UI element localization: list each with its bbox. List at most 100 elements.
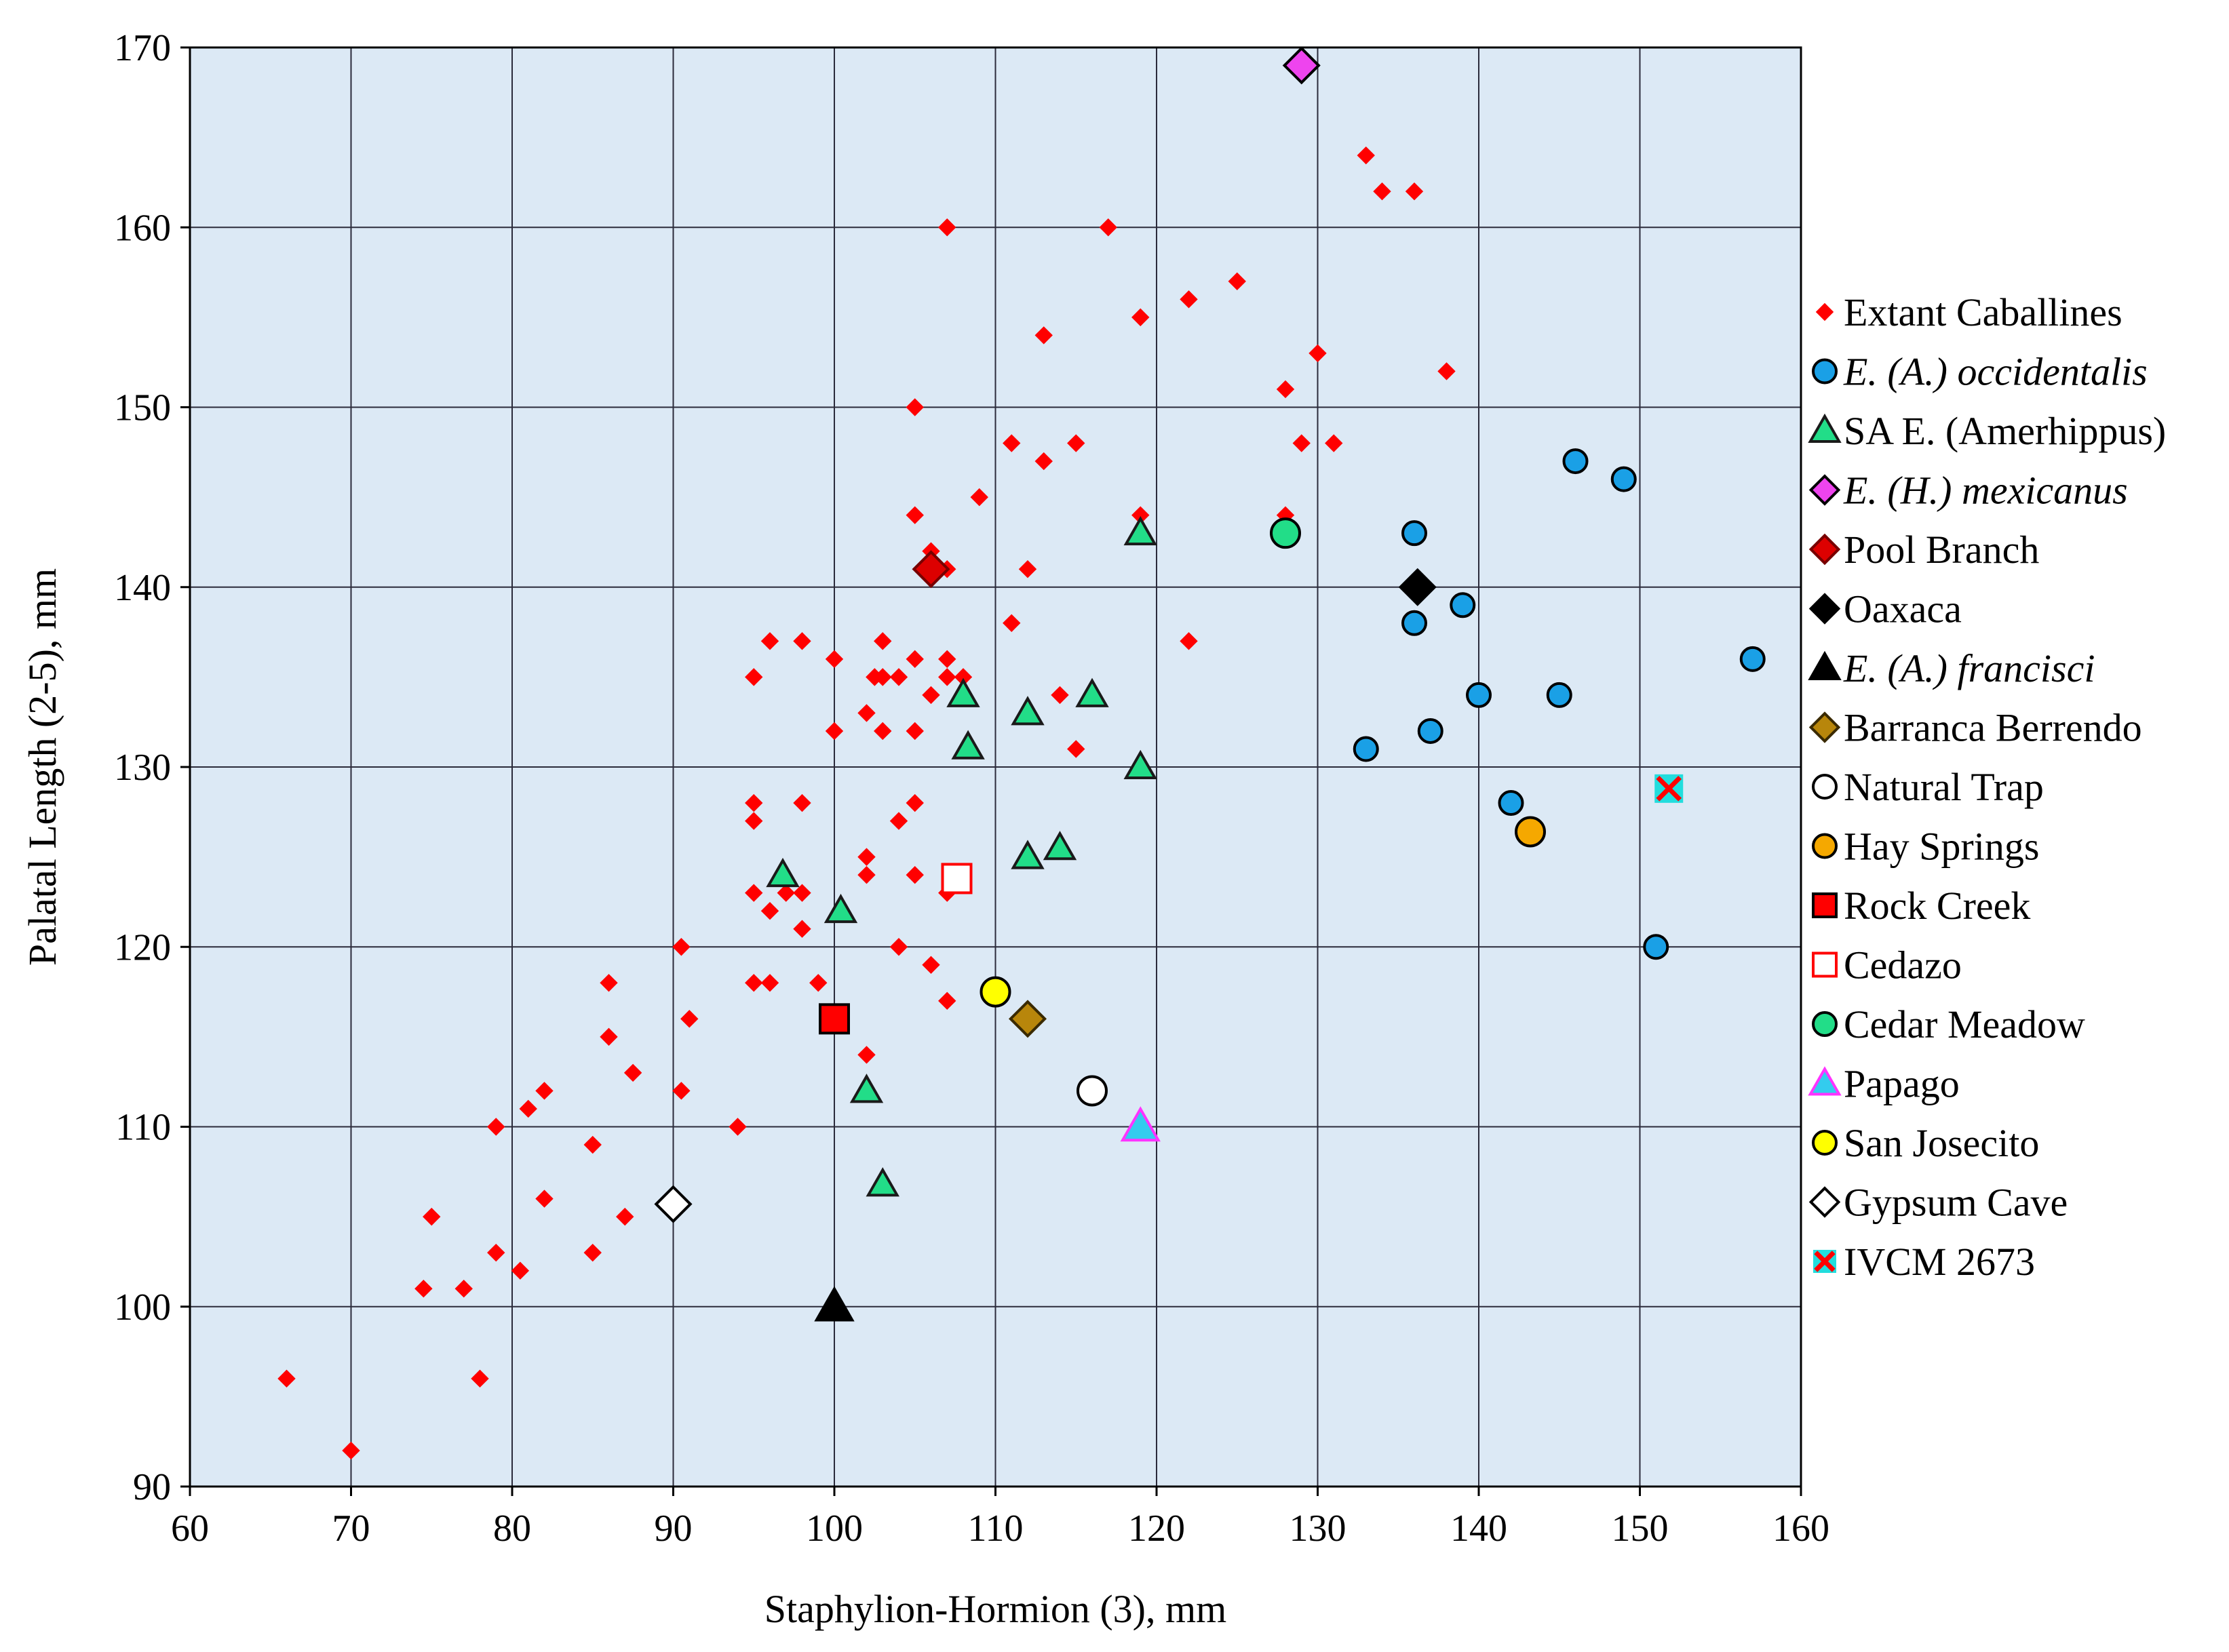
x-tick-label: 90 (655, 1508, 693, 1550)
legend-label: Pool Branch (1844, 528, 2039, 572)
y-tick-label: 140 (114, 567, 171, 609)
y-tick-label: 130 (114, 747, 171, 789)
legend-item: E. (H.) mexicanus (1808, 469, 2128, 513)
data-point (1011, 696, 1045, 726)
data-point (1373, 182, 1391, 201)
legend-label: Oaxaca (1844, 587, 1962, 631)
data-point (511, 1261, 530, 1280)
legend-item: Natural Trap (1812, 765, 2044, 809)
data-point (616, 1207, 634, 1226)
data-point (1357, 146, 1375, 165)
marker-cross-stroke (1814, 1251, 1836, 1272)
data-point (1034, 326, 1053, 345)
data-point (1282, 46, 1321, 85)
data-point (857, 704, 876, 722)
series-7 (1008, 1000, 1047, 1038)
legend-marker (1812, 951, 1838, 978)
data-point (1043, 831, 1077, 861)
data-point (1398, 568, 1437, 606)
data-point (980, 976, 1011, 1008)
data-point (623, 1063, 642, 1082)
data-point (1325, 434, 1343, 452)
data-point (414, 1280, 433, 1298)
legend-marker (1808, 593, 1841, 625)
data-point (1131, 506, 1150, 524)
series-14 (980, 976, 1011, 1008)
axis-ticks: 60 70 80 90 100 110 120 130 140 150 160 90 100 110 120… (114, 27, 1829, 1550)
y-tick-label: 170 (114, 27, 171, 69)
data-point (1405, 182, 1424, 201)
data-point (874, 632, 892, 650)
data-point (1515, 816, 1546, 848)
data-point (1498, 790, 1524, 817)
data-point (745, 793, 763, 812)
data-point (1562, 448, 1589, 475)
series-10 (819, 1003, 850, 1035)
data-point (825, 722, 844, 741)
legend-item: E. (A.) francisci (1808, 646, 2095, 690)
data-point (1546, 682, 1572, 708)
series-4 (912, 550, 950, 589)
data-point (277, 1369, 296, 1388)
data-point (823, 893, 858, 924)
data-point (946, 677, 980, 707)
legend-marker (1812, 1130, 1838, 1156)
series-11 (941, 863, 973, 894)
legend-marker (1808, 533, 1841, 566)
data-point (1353, 736, 1379, 762)
data-point (874, 668, 892, 686)
legend-item: Hay Springs (1812, 825, 2039, 869)
y-tick-label: 110 (115, 1107, 171, 1149)
data-point (849, 1074, 884, 1103)
legend-item: Cedar Meadow (1812, 1002, 2085, 1046)
data-point (519, 1099, 537, 1118)
series-16 (1654, 774, 1684, 803)
data-point (1180, 290, 1198, 309)
data-point (454, 1280, 473, 1298)
data-point (970, 488, 988, 507)
data-point (954, 668, 973, 686)
x-tick-label: 100 (806, 1508, 863, 1550)
data-point (857, 848, 876, 866)
legend-label: Rock Creek (1844, 884, 2030, 928)
data-point (906, 398, 924, 416)
legend-label: SA E. (Amerhippus) (1844, 409, 2166, 453)
data-point (1008, 1000, 1047, 1038)
x-tick-label: 160 (1772, 1508, 1829, 1550)
data-point (1034, 452, 1053, 471)
data-point (825, 650, 844, 669)
series-5 (1398, 568, 1437, 606)
data-point (487, 1118, 505, 1136)
legend-marker (1808, 1066, 1842, 1096)
legend-marker (1812, 833, 1838, 859)
data-point (600, 974, 618, 992)
data-point (1099, 218, 1117, 237)
data-point (654, 1185, 693, 1223)
x-tick-label: 140 (1450, 1508, 1507, 1550)
data-point (1003, 614, 1021, 632)
data-point (912, 550, 950, 589)
data-point (938, 991, 956, 1010)
data-point (1466, 682, 1492, 708)
data-point (766, 857, 800, 888)
data-point (680, 1010, 699, 1028)
data-point (583, 1135, 602, 1154)
data-point (1401, 610, 1427, 636)
data-points (277, 46, 1766, 1460)
data-point (600, 1027, 618, 1046)
data-point (906, 506, 924, 524)
data-point (1401, 520, 1427, 547)
x-tick-label: 80 (493, 1508, 531, 1550)
data-point (1292, 434, 1311, 452)
data-point (857, 865, 876, 884)
series-6 (814, 1286, 855, 1322)
data-point (745, 668, 763, 686)
legend-item: Barranca Berrendo (1808, 706, 2142, 750)
data-point (1180, 632, 1198, 650)
data-point (1003, 434, 1021, 452)
data-point (866, 1167, 899, 1197)
series-1 (1353, 448, 1766, 960)
data-point (1131, 308, 1150, 327)
